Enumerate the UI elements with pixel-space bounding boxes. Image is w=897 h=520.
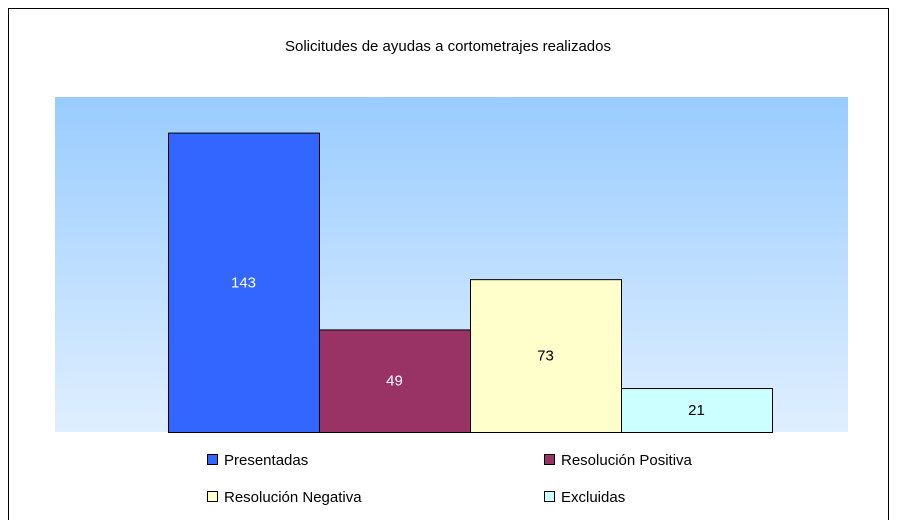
bar [319,329,471,433]
legend-swatch [544,491,555,502]
data-label: 21 [688,402,705,419]
legend-label: Resolución Negativa [224,489,362,506]
bar [168,132,320,433]
data-label: 143 [231,274,256,291]
legend-label: Excluidas [561,489,625,506]
chart-title: Solicitudes de ayudas a cortometrajes re… [285,38,611,55]
bar [470,279,622,433]
data-label: 49 [386,373,403,390]
legend-label: Presentadas [224,452,308,469]
legend-swatch [207,491,218,502]
legend-swatch [207,454,218,465]
legend-label: Resolución Positiva [561,452,693,469]
legend-swatch [544,454,555,465]
data-label: 73 [537,348,554,365]
bar [621,388,773,433]
